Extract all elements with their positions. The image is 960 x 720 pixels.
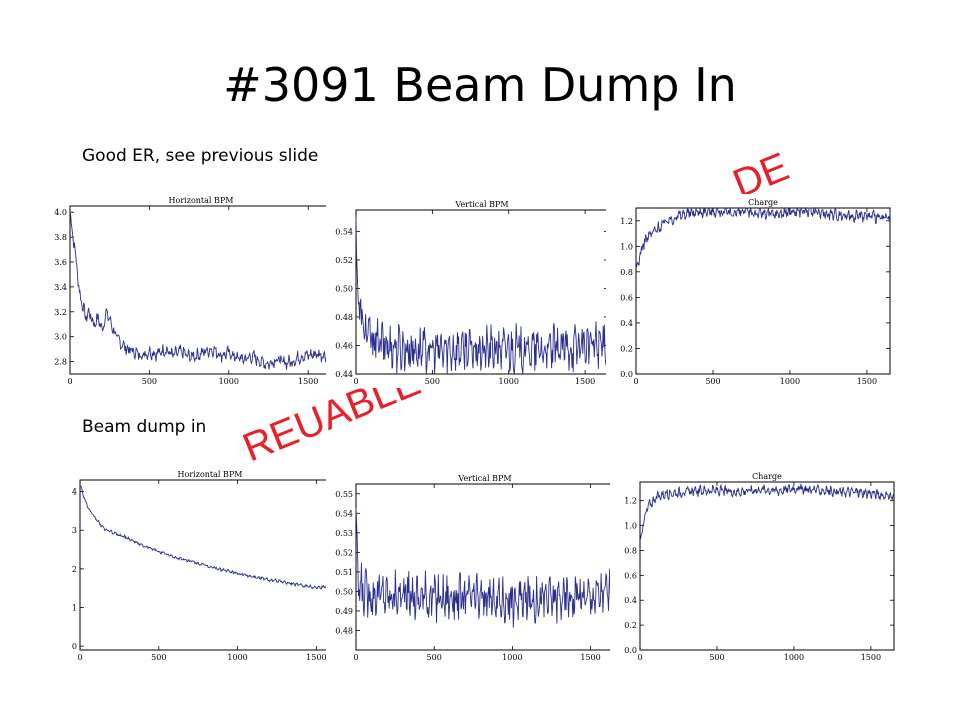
x-tick-label: 0 (67, 377, 72, 386)
chart-top-vertical-bpm: Vertical BPM 0 500 1000 1500 0.44 0.46 0.48 0.50… (326, 196, 614, 388)
chart-bottom-charge: Charge 0 500 1000 1500 0.0 0.2 0.4 0.6 0.8 1.0 1.2 (610, 468, 900, 664)
chart-bottom-vertical-bpm: Vertical BPM 0 500 1000 1500 0.48 0.49 0.50 0.51… (326, 470, 620, 664)
y-tick-label: 0.54 (335, 227, 353, 236)
y-tick-label: 0.2 (624, 621, 637, 630)
x-tick-label: 1000 (780, 377, 800, 386)
chart-title: Charge (748, 198, 778, 207)
y-tick-label: 2 (72, 565, 77, 574)
y-tick-label: 2.8 (54, 358, 67, 367)
y-tick-label: 0.6 (624, 571, 637, 580)
y-tick-label: 0.48 (335, 626, 353, 635)
x-tick-label: 500 (151, 653, 166, 662)
y-tick-label: 3.6 (54, 258, 67, 267)
plot-frame (355, 483, 615, 651)
series-line (69, 212, 333, 370)
chart-bottom-horizontal-bpm: Horizontal BPM 0 500 1000 1500 0 1 2 3 4 (50, 466, 346, 664)
y-tick-label: 1.0 (624, 522, 637, 531)
x-tick-label: 0 (77, 653, 82, 662)
series-line (639, 483, 895, 540)
chart-title: Vertical BPM (457, 474, 511, 483)
y-tick-label: 0.2 (620, 344, 633, 353)
y-tick-label: 0 (72, 642, 77, 651)
y-tick-label: 1.2 (620, 217, 633, 226)
caption-bottom: Beam dump in (82, 417, 207, 437)
y-tick-label: 0.53 (335, 529, 353, 538)
series-line (355, 507, 615, 628)
y-tick-label: 0.8 (620, 268, 633, 277)
y-tick-label: 3 (72, 526, 77, 535)
x-tick-label: 0 (633, 377, 638, 386)
y-tick-label: 0.55 (335, 490, 353, 499)
series-line (79, 484, 341, 590)
x-tick-label: 1000 (227, 653, 247, 662)
x-tick-label: 1000 (502, 653, 522, 662)
x-tick-label: 1500 (580, 653, 600, 662)
x-tick-label: 500 (427, 653, 442, 662)
x-tick-label: 1500 (306, 653, 326, 662)
plot-frame (635, 207, 891, 375)
y-tick-label: 3.4 (54, 283, 67, 292)
y-tick-label: 3.8 (54, 233, 67, 242)
x-tick-label: 1000 (219, 377, 239, 386)
y-tick-label: 0.50 (335, 587, 353, 596)
y-tick-label: 4 (72, 488, 77, 497)
x-tick-label: 500 (705, 377, 720, 386)
y-tick-label: 0.52 (335, 548, 353, 557)
x-tick-label: 1000 (499, 377, 519, 386)
x-tick-label: 1500 (857, 377, 877, 386)
y-tick-label: 0.6 (620, 293, 633, 302)
plot-frame (69, 205, 333, 375)
y-tick-label: 4.0 (54, 208, 67, 217)
y-tick-label: 0.4 (620, 319, 633, 328)
y-tick-label: 1.0 (620, 242, 633, 251)
y-tick-label: 0.46 (335, 341, 353, 350)
caption-top: Good ER, see previous slide (82, 146, 319, 166)
chart-title: Vertical BPM (454, 200, 508, 209)
plot-frame (79, 479, 341, 651)
x-tick-label: 0 (353, 377, 358, 386)
y-tick-label: 0.51 (335, 568, 353, 577)
y-tick-label: 1.2 (624, 497, 637, 506)
y-tick-label: 0.44 (335, 370, 353, 379)
chart-title: Charge (752, 472, 782, 481)
x-tick-label: 1000 (784, 653, 804, 662)
x-tick-label: 500 (425, 377, 440, 386)
chart-title: Horizontal BPM (169, 196, 234, 205)
series-line (635, 206, 891, 269)
series-line (355, 216, 609, 375)
x-tick-label: 1500 (298, 377, 318, 386)
y-tick-label: 3.2 (54, 308, 67, 317)
y-tick-label: 0.52 (335, 256, 353, 265)
x-tick-label: 500 (142, 377, 157, 386)
chart-top-horizontal-bpm: Horizontal BPM 0 500 1000 1500 2.8 3.0 3.2 3.4 3.… (40, 192, 338, 388)
y-tick-label: 0.8 (624, 546, 637, 555)
y-tick-label: 0.50 (335, 284, 353, 293)
x-tick-label: 1500 (861, 653, 881, 662)
x-tick-label: 0 (353, 653, 358, 662)
y-tick-label: 0.0 (624, 646, 637, 655)
y-tick-label: 1 (72, 604, 77, 613)
x-tick-label: 1500 (575, 377, 595, 386)
y-tick-label: 0.48 (335, 313, 353, 322)
y-tick-label: 0.54 (335, 509, 353, 518)
x-tick-label: 500 (709, 653, 724, 662)
plot-frame (639, 481, 895, 651)
y-tick-label: 0.4 (624, 596, 637, 605)
chart-title: Horizontal BPM (178, 470, 243, 479)
y-tick-label: 0.0 (620, 370, 633, 379)
y-tick-label: 3.0 (54, 333, 67, 342)
chart-top-charge: Charge 0 500 1000 1500 0.0 0.2 0.4 0.6 0.8 1.0 1.2 (606, 194, 896, 388)
x-tick-label: 0 (637, 653, 642, 662)
y-tick-label: 0.49 (335, 607, 353, 616)
slide-title: #3091 Beam Dump In (223, 58, 737, 112)
